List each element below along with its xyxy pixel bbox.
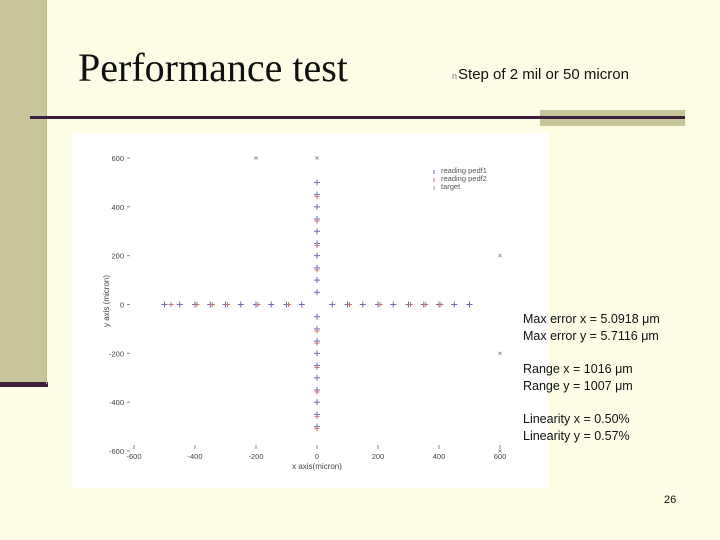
data-point-target	[498, 253, 502, 258]
linearity-x: Linearity x = 0.50%	[523, 412, 630, 426]
stats-panel: Max error x = 5.0918 μm Max error y = 5.…	[523, 311, 660, 445]
subtitle-text: Step of 2 mil or 50 micron	[458, 66, 629, 83]
legend-entry-series1: reading pedf1	[441, 166, 487, 175]
x-tick-label: -400	[187, 452, 202, 461]
y-tick-label: 0	[120, 301, 124, 310]
data-point-target	[254, 156, 258, 160]
bullet-icon: n	[452, 71, 458, 81]
scatter-chart: reading pedf1 reading pedf2 target x axi…	[102, 154, 507, 471]
title-rule	[30, 116, 685, 119]
x-tick-label: 400	[433, 452, 446, 461]
slide-subtitle: nStep of 2 mil or 50 micron	[452, 66, 629, 83]
y-tick-label: -200	[109, 349, 124, 358]
y-tick-label: 400	[111, 203, 124, 212]
max-error-x: Max error x = 5.0918 μm	[523, 312, 660, 326]
max-error-y: Max error y = 5.7116 μm	[523, 329, 659, 343]
range-y: Range y = 1007 μm	[523, 379, 633, 393]
page-number: 26	[664, 494, 677, 506]
x-axis-label: x axis(micron)	[292, 462, 342, 471]
x-tick-label: -200	[248, 452, 263, 461]
y-tick-label: -600	[109, 447, 124, 456]
x-tick-label: 200	[372, 452, 385, 461]
data-point-target	[498, 351, 502, 356]
x-tick-label: 0	[315, 452, 319, 461]
decorative-side-bar	[0, 0, 46, 384]
y-tick-label: 600	[111, 154, 124, 163]
x-tick-label: -600	[126, 452, 141, 461]
data-point-target	[315, 156, 319, 160]
chart-panel: reading pedf1 reading pedf2 target x axi…	[72, 133, 549, 488]
range-x: Range x = 1016 μm	[523, 362, 633, 376]
linearity-y: Linearity y = 0.57%	[523, 429, 630, 443]
decorative-side-bar-line	[0, 382, 48, 387]
x-tick-label: 600	[494, 452, 507, 461]
legend-entry-target: target	[441, 182, 461, 191]
data-point-target	[498, 449, 502, 453]
decorative-vertical-line	[46, 0, 47, 384]
y-tick-label: 200	[111, 252, 124, 261]
legend-entry-series2: reading pedf2	[441, 174, 487, 183]
slide-title: Performance test	[78, 45, 348, 90]
y-axis-label: y axis (micron)	[102, 275, 111, 327]
y-tick-label: -400	[109, 398, 124, 407]
